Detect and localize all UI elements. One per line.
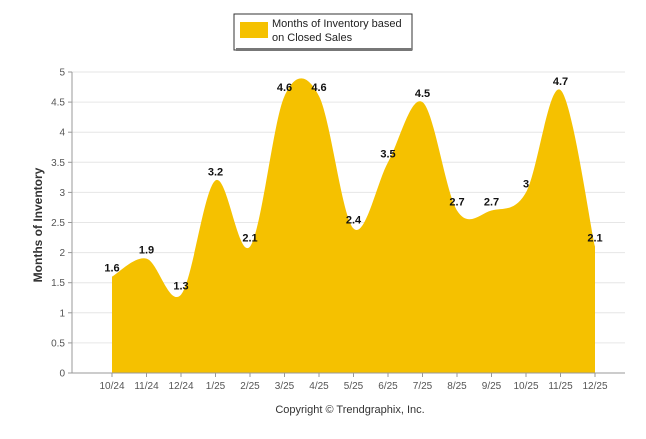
data-label: 4.7 — [553, 76, 568, 88]
y-axis-title: Months of Inventory — [31, 167, 45, 282]
y-tick-label: 3 — [59, 188, 65, 199]
y-tick-label: 5 — [59, 68, 65, 79]
data-label: 3.5 — [380, 148, 395, 160]
x-tick-label: 7/25 — [413, 381, 433, 392]
x-tick-label: 12/25 — [582, 381, 607, 392]
legend-label-line2: on Closed Sales — [272, 32, 353, 44]
y-tick-label: 2 — [59, 248, 65, 259]
data-label: 2.7 — [484, 196, 499, 208]
data-label: 2.7 — [449, 196, 464, 208]
data-labels: 1.6 1.9 1.3 3.2 2.1 4.6 4.6 2.4 3.5 4.5 2.7 2.7 3 4.7… — [104, 76, 602, 293]
x-tick-label: 8/25 — [447, 381, 467, 392]
data-label: 2.4 — [346, 215, 362, 227]
y-tick-label: 4.5 — [51, 98, 65, 109]
y-tick-label: 1.5 — [51, 278, 65, 289]
legend: Months of Inventory based on Closed Sale… — [233, 13, 413, 51]
y-tick-label: 0 — [59, 369, 65, 380]
x-tick-label: 2/25 — [240, 381, 260, 392]
data-label: 3.2 — [208, 166, 223, 178]
x-tick-label: 4/25 — [309, 381, 329, 392]
copyright-text: Copyright © Trendgraphix, Inc. — [275, 404, 424, 416]
area-series — [112, 78, 595, 374]
data-label: 1.3 — [173, 281, 188, 293]
legend-shadow — [236, 48, 412, 51]
data-label: 2.1 — [242, 233, 257, 245]
y-tick-label: 0.5 — [51, 338, 65, 349]
axes: 0 0.5 1 1.5 2 2.5 3 3.5 4 4.5 5 10/24 11/24 12/24 1/25… — [51, 68, 625, 392]
legend-swatch — [240, 22, 268, 38]
x-tick-label: 1/25 — [206, 381, 226, 392]
data-label: 1.6 — [104, 263, 119, 275]
x-tick-label: 11/24 — [134, 381, 159, 392]
x-tick-label: 9/25 — [482, 381, 502, 392]
y-tick-label: 1 — [59, 308, 65, 319]
data-label: 4.6 — [277, 82, 292, 94]
data-label: 3 — [523, 178, 529, 190]
x-tick-label: 12/24 — [168, 381, 193, 392]
y-tick-label: 2.5 — [51, 218, 65, 229]
legend-label-line1: Months of Inventory based — [272, 18, 402, 30]
x-tick-label: 11/25 — [548, 381, 573, 392]
x-tick-label: 10/25 — [513, 381, 538, 392]
data-label: 4.6 — [311, 82, 326, 94]
data-label: 2.1 — [587, 233, 602, 245]
area-layer — [112, 78, 595, 374]
x-tick-label: 10/24 — [99, 381, 124, 392]
data-label: 4.5 — [415, 88, 430, 100]
data-label: 1.9 — [139, 245, 154, 257]
y-tick-label: 4 — [59, 128, 65, 139]
x-tick-label: 3/25 — [275, 381, 295, 392]
x-tick-label: 6/25 — [378, 381, 398, 392]
x-tick-label: 5/25 — [344, 381, 364, 392]
y-tick-label: 3.5 — [51, 158, 65, 169]
